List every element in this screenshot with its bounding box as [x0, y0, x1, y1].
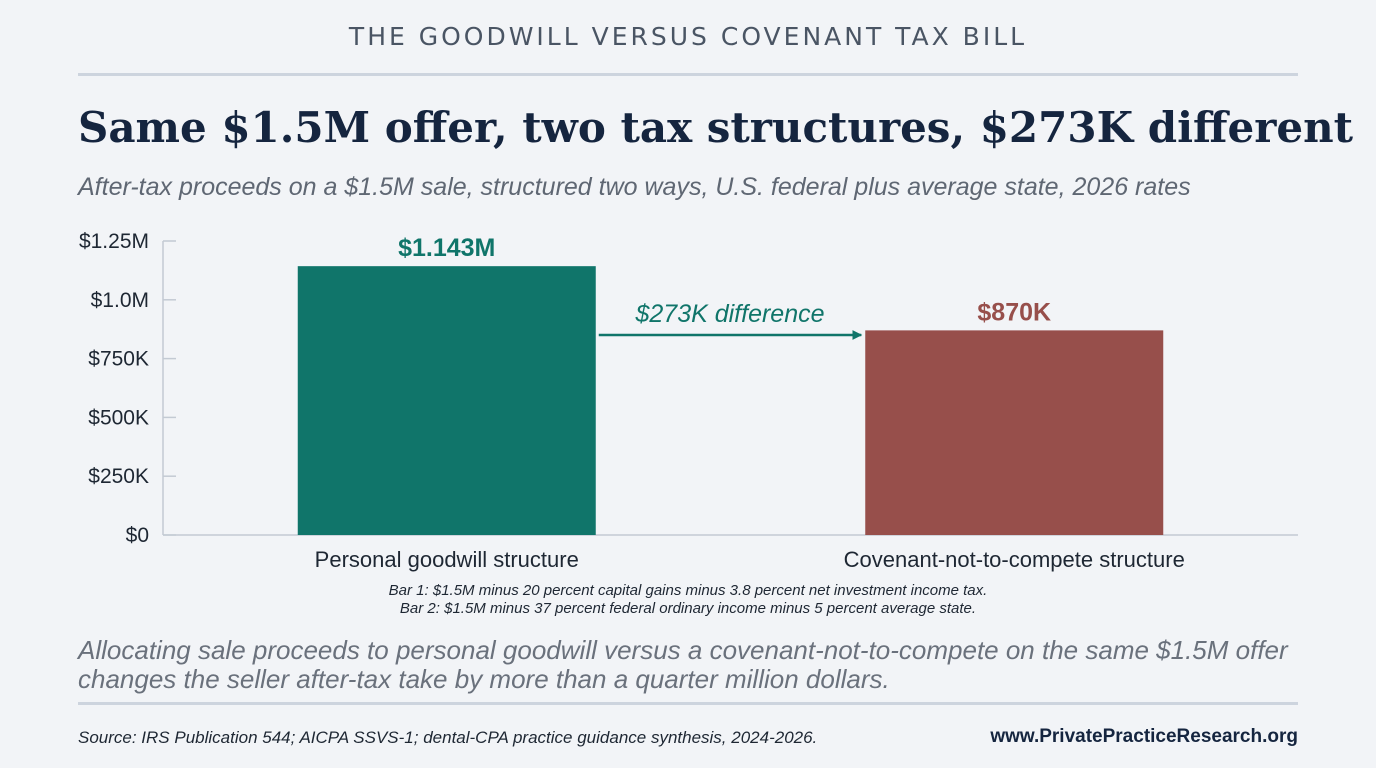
calculation-notes: Bar 1: $1.5M minus 20 percent capital ga… — [0, 582, 1376, 618]
takeaway-line-1: Allocating sale proceeds to personal goo… — [78, 635, 1288, 665]
headline: Same $1.5M offer, two tax structures, $2… — [78, 103, 1354, 152]
source-citation: Source: IRS Publication 544; AICPA SSVS-… — [78, 728, 818, 747]
note-bar-1: Bar 1: $1.5M minus 20 percent capital ga… — [388, 582, 988, 599]
bottom-divider — [78, 702, 1298, 705]
category-label-0: Personal goodwill structure — [315, 547, 579, 572]
y-tick-label: $750K — [88, 348, 149, 371]
value-label-0: $1.143M — [398, 234, 495, 262]
kicker-title: THE GOODWILL VERSUS COVENANT TAX BILL — [348, 22, 1028, 51]
note-bar-2: Bar 2: $1.5M minus 37 percent federal or… — [399, 600, 977, 617]
value-label-1: $870K — [977, 298, 1051, 326]
y-tick-label: $1.0M — [91, 289, 149, 312]
takeaway-line-2: changes the seller after-tax take by mor… — [78, 664, 890, 694]
y-tick-label: $0 — [126, 524, 149, 547]
y-tick-label: $1.25M — [79, 230, 149, 253]
bar-1 — [865, 330, 1164, 535]
y-tick-label: $250K — [88, 465, 149, 488]
difference-label: $273K difference — [634, 300, 824, 328]
subtitle: After-tax proceeds on a $1.5M sale, stru… — [78, 173, 1191, 201]
top-divider — [78, 73, 1298, 76]
y-tick-label: $500K — [88, 406, 149, 429]
takeaway-text: Allocating sale proceeds to personal goo… — [78, 636, 1318, 694]
category-label-1: Covenant-not-to-compete structure — [844, 547, 1185, 572]
bar-chart: $0 $250K $500K $750K $1.0M $1.25M $1.143M Pers… — [79, 230, 1298, 572]
website-link[interactable]: www.PrivatePracticeResearch.org — [990, 726, 1298, 747]
bar-0 — [297, 266, 596, 535]
